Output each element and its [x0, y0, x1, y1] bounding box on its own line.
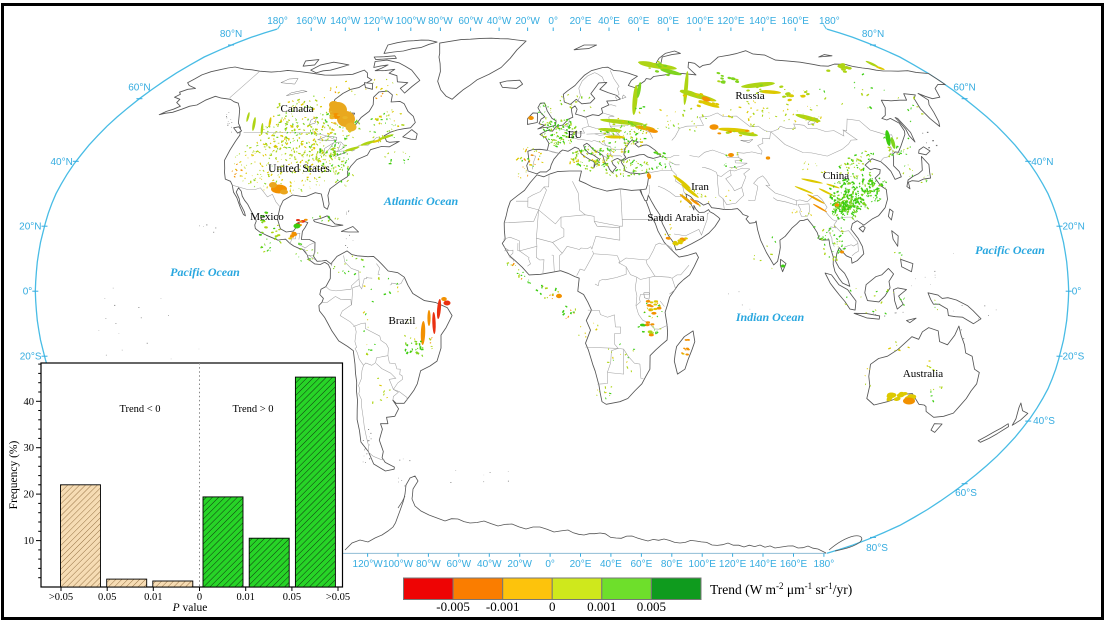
svg-text:80°E: 80°E — [657, 16, 679, 27]
svg-text:60°S: 60°S — [955, 488, 977, 499]
svg-text:40°W: 40°W — [477, 559, 502, 570]
svg-text:40: 40 — [24, 397, 35, 408]
svg-text:160°E: 160°E — [782, 16, 810, 27]
svg-text:Trend (W m-2 μm-1 sr-1/yr): Trend (W m-2 μm-1 sr-1/yr) — [710, 581, 852, 597]
svg-text:60°N: 60°N — [953, 83, 975, 94]
svg-text:10: 10 — [24, 536, 35, 547]
svg-text:60°N: 60°N — [128, 83, 150, 94]
svg-text:-0.005: -0.005 — [436, 599, 470, 614]
svg-text:Brazil: Brazil — [389, 315, 416, 327]
svg-text:30: 30 — [24, 443, 35, 454]
svg-text:0: 0 — [197, 592, 202, 603]
svg-text:60°E: 60°E — [628, 16, 650, 27]
svg-text:0.005: 0.005 — [637, 599, 666, 614]
svg-text:80°N: 80°N — [862, 29, 884, 40]
svg-text:Trend > 0: Trend > 0 — [232, 404, 273, 415]
svg-text:20: 20 — [24, 490, 35, 501]
svg-text:100°W: 100°W — [383, 559, 414, 570]
svg-text:Trend < 0: Trend < 0 — [119, 404, 160, 415]
svg-text:120°W: 120°W — [363, 16, 394, 27]
svg-text:40°E: 40°E — [598, 16, 620, 27]
svg-text:120°E: 120°E — [717, 16, 745, 27]
svg-text:80°S: 80°S — [866, 543, 888, 554]
svg-text:0.001: 0.001 — [587, 599, 616, 614]
svg-text:Mexico: Mexico — [250, 211, 284, 223]
svg-text:Australia: Australia — [903, 368, 943, 380]
svg-text:120°E: 120°E — [719, 559, 747, 570]
svg-text:0.05: 0.05 — [283, 592, 301, 603]
svg-text:60°E: 60°E — [631, 559, 653, 570]
svg-text:80°W: 80°W — [428, 16, 453, 27]
svg-text:EU: EU — [568, 129, 583, 141]
svg-text:180°: 180° — [267, 16, 288, 27]
svg-text:180°: 180° — [819, 16, 840, 27]
svg-text:Iran: Iran — [691, 181, 709, 193]
svg-text:0°: 0° — [23, 287, 33, 298]
svg-text:80°W: 80°W — [416, 559, 441, 570]
svg-text:40°S: 40°S — [1033, 416, 1055, 427]
svg-text:Atlantic Ocean: Atlantic Ocean — [383, 194, 459, 208]
svg-text:United States: United States — [268, 163, 330, 175]
svg-text:40°N: 40°N — [50, 157, 72, 168]
svg-text:20°E: 20°E — [570, 559, 592, 570]
svg-text:20°E: 20°E — [570, 16, 592, 27]
svg-text:Canada: Canada — [281, 103, 314, 115]
svg-text:20°N: 20°N — [19, 222, 41, 233]
svg-text:20°S: 20°S — [1063, 352, 1085, 363]
svg-text:P value: P value — [172, 602, 208, 614]
svg-text:20°S: 20°S — [20, 352, 42, 363]
svg-text:160°E: 160°E — [780, 559, 808, 570]
svg-text:0°: 0° — [548, 16, 558, 27]
svg-text:100°W: 100°W — [396, 16, 427, 27]
svg-text:40°E: 40°E — [600, 559, 622, 570]
svg-text:Pacific Ocean: Pacific Ocean — [975, 243, 1045, 257]
svg-text:0°: 0° — [545, 559, 555, 570]
svg-text:160°W: 160°W — [296, 16, 327, 27]
svg-text:40°W: 40°W — [487, 16, 512, 27]
svg-text:0.05: 0.05 — [98, 592, 116, 603]
svg-text:80°E: 80°E — [661, 559, 683, 570]
svg-text:20°N: 20°N — [1063, 222, 1085, 233]
svg-text:100°E: 100°E — [686, 16, 714, 27]
svg-text:Frequency (%): Frequency (%) — [8, 441, 20, 510]
svg-text:0.01: 0.01 — [144, 592, 162, 603]
svg-text:20°W: 20°W — [507, 559, 532, 570]
svg-text:180°: 180° — [814, 559, 835, 570]
svg-text:China: China — [823, 170, 849, 182]
svg-text:120°W: 120°W — [353, 559, 384, 570]
svg-text:140°E: 140°E — [749, 16, 777, 27]
svg-text:140°W: 140°W — [330, 16, 361, 27]
svg-text:>0.05: >0.05 — [49, 592, 73, 603]
svg-text:20°W: 20°W — [515, 16, 540, 27]
svg-text:40°N: 40°N — [1031, 157, 1053, 168]
svg-text:0°: 0° — [1072, 287, 1082, 298]
svg-text:Indian Ocean: Indian Ocean — [735, 310, 805, 324]
svg-text:140°E: 140°E — [749, 559, 777, 570]
svg-text:0.01: 0.01 — [237, 592, 255, 603]
svg-text:Russia: Russia — [735, 90, 764, 102]
svg-text:60°W: 60°W — [447, 559, 472, 570]
svg-text:Pacific Ocean: Pacific Ocean — [170, 265, 240, 279]
svg-text:60°W: 60°W — [458, 16, 483, 27]
svg-text:>0.05: >0.05 — [326, 592, 350, 603]
svg-text:0: 0 — [549, 599, 556, 614]
svg-text:80°N: 80°N — [220, 29, 242, 40]
svg-text:Saudi Arabia: Saudi Arabia — [647, 212, 704, 224]
svg-text:100°E: 100°E — [689, 559, 717, 570]
svg-text:-0.001: -0.001 — [486, 599, 520, 614]
